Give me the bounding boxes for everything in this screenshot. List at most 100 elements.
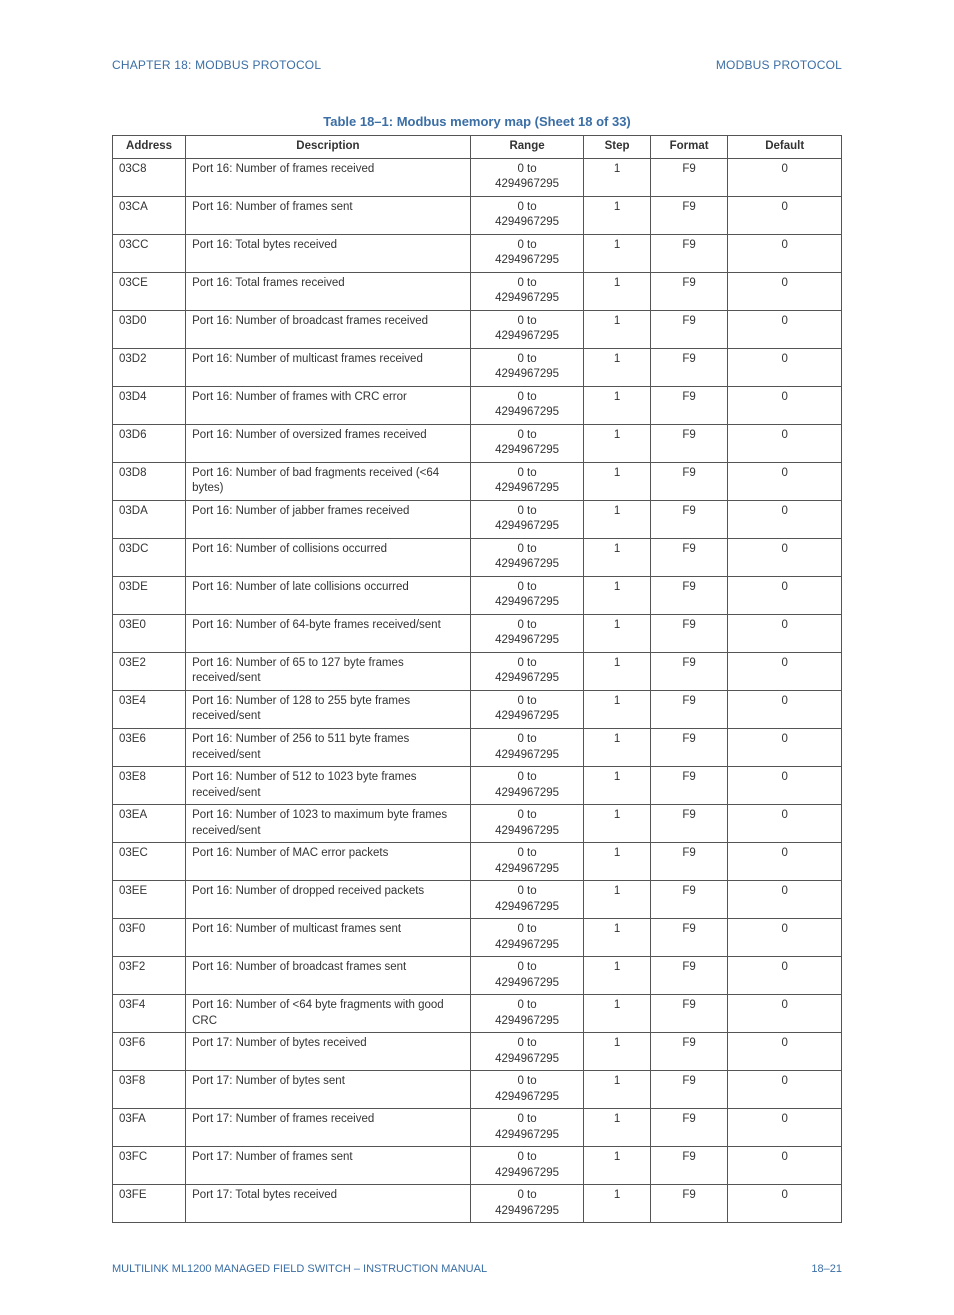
cell-step: 1 <box>584 614 650 652</box>
cell-range: 0 to4294967295 <box>470 919 584 957</box>
cell-default: 0 <box>728 1109 842 1147</box>
cell-format: F9 <box>650 348 728 386</box>
cell-step: 1 <box>584 1033 650 1071</box>
table-row: 03F0Port 16: Number of multicast frames … <box>113 919 842 957</box>
cell-description: Port 16: Number of multicast frames rece… <box>186 348 471 386</box>
cell-step: 1 <box>584 843 650 881</box>
col-range: Range <box>470 136 584 159</box>
cell-range: 0 to4294967295 <box>470 881 584 919</box>
cell-format: F9 <box>650 424 728 462</box>
cell-range: 0 to4294967295 <box>470 690 584 728</box>
table-row: 03F2Port 16: Number of broadcast frames … <box>113 957 842 995</box>
cell-description: Port 16: Number of multicast frames sent <box>186 919 471 957</box>
table-row: 03CEPort 16: Total frames received0 to42… <box>113 272 842 310</box>
cell-range: 0 to4294967295 <box>470 1109 584 1147</box>
cell-description: Port 16: Total frames received <box>186 272 471 310</box>
table-header-row: Address Description Range Step Format De… <box>113 136 842 159</box>
cell-default: 0 <box>728 462 842 500</box>
cell-format: F9 <box>650 652 728 690</box>
cell-default: 0 <box>728 652 842 690</box>
cell-step: 1 <box>584 310 650 348</box>
col-format: Format <box>650 136 728 159</box>
cell-address: 03EA <box>113 805 186 843</box>
cell-address: 03F4 <box>113 995 186 1033</box>
cell-step: 1 <box>584 957 650 995</box>
cell-step: 1 <box>584 462 650 500</box>
cell-default: 0 <box>728 158 842 196</box>
cell-address: 03EC <box>113 843 186 881</box>
cell-description: Port 16: Number of 256 to 511 byte frame… <box>186 728 471 766</box>
cell-step: 1 <box>584 576 650 614</box>
header-right: MODBUS PROTOCOL <box>716 58 842 72</box>
cell-address: 03F0 <box>113 919 186 957</box>
cell-range: 0 to4294967295 <box>470 614 584 652</box>
header-left: CHAPTER 18: MODBUS PROTOCOL <box>112 58 321 72</box>
cell-range: 0 to4294967295 <box>470 310 584 348</box>
cell-format: F9 <box>650 767 728 805</box>
cell-format: F9 <box>650 919 728 957</box>
cell-description: Port 17: Number of bytes received <box>186 1033 471 1071</box>
cell-format: F9 <box>650 1071 728 1109</box>
cell-description: Port 16: Number of frames received <box>186 158 471 196</box>
cell-default: 0 <box>728 386 842 424</box>
cell-default: 0 <box>728 1185 842 1223</box>
cell-range: 0 to4294967295 <box>470 728 584 766</box>
table-row: 03D6Port 16: Number of oversized frames … <box>113 424 842 462</box>
cell-range: 0 to4294967295 <box>470 424 584 462</box>
cell-default: 0 <box>728 1071 842 1109</box>
document-page: CHAPTER 18: MODBUS PROTOCOL MODBUS PROTO… <box>0 0 954 1315</box>
cell-default: 0 <box>728 424 842 462</box>
cell-step: 1 <box>584 1071 650 1109</box>
cell-range: 0 to4294967295 <box>470 462 584 500</box>
cell-address: 03EE <box>113 881 186 919</box>
cell-description: Port 16: Number of oversized frames rece… <box>186 424 471 462</box>
cell-description: Port 16: Number of 512 to 1023 byte fram… <box>186 767 471 805</box>
cell-format: F9 <box>650 728 728 766</box>
cell-description: Port 17: Number of frames sent <box>186 1147 471 1185</box>
cell-range: 0 to4294967295 <box>470 576 584 614</box>
cell-step: 1 <box>584 348 650 386</box>
cell-description: Port 16: Number of bad fragments receive… <box>186 462 471 500</box>
cell-format: F9 <box>650 272 728 310</box>
cell-address: 03F2 <box>113 957 186 995</box>
cell-format: F9 <box>650 614 728 652</box>
cell-address: 03D8 <box>113 462 186 500</box>
col-step: Step <box>584 136 650 159</box>
cell-description: Port 16: Number of <64 byte fragments wi… <box>186 995 471 1033</box>
cell-format: F9 <box>650 158 728 196</box>
cell-default: 0 <box>728 728 842 766</box>
table-title: Table 18–1: Modbus memory map (Sheet 18 … <box>112 114 842 129</box>
table-row: 03F6Port 17: Number of bytes received0 t… <box>113 1033 842 1071</box>
table-row: 03E8Port 16: Number of 512 to 1023 byte … <box>113 767 842 805</box>
cell-default: 0 <box>728 690 842 728</box>
cell-default: 0 <box>728 881 842 919</box>
cell-address: 03FA <box>113 1109 186 1147</box>
cell-range: 0 to4294967295 <box>470 957 584 995</box>
cell-range: 0 to4294967295 <box>470 158 584 196</box>
cell-format: F9 <box>650 843 728 881</box>
cell-range: 0 to4294967295 <box>470 1033 584 1071</box>
table-row: 03D2Port 16: Number of multicast frames … <box>113 348 842 386</box>
cell-format: F9 <box>650 690 728 728</box>
cell-range: 0 to4294967295 <box>470 1071 584 1109</box>
table-row: 03FAPort 17: Number of frames received0 … <box>113 1109 842 1147</box>
cell-address: 03FE <box>113 1185 186 1223</box>
cell-default: 0 <box>728 576 842 614</box>
cell-format: F9 <box>650 576 728 614</box>
cell-description: Port 16: Number of MAC error packets <box>186 843 471 881</box>
cell-range: 0 to4294967295 <box>470 1185 584 1223</box>
table-row: 03E2Port 16: Number of 65 to 127 byte fr… <box>113 652 842 690</box>
table-body: 03C8Port 16: Number of frames received0 … <box>113 158 842 1223</box>
cell-default: 0 <box>728 919 842 957</box>
cell-default: 0 <box>728 995 842 1033</box>
cell-range: 0 to4294967295 <box>470 196 584 234</box>
cell-default: 0 <box>728 957 842 995</box>
cell-format: F9 <box>650 1033 728 1071</box>
table-row: 03F8Port 17: Number of bytes sent0 to429… <box>113 1071 842 1109</box>
cell-format: F9 <box>650 462 728 500</box>
cell-format: F9 <box>650 995 728 1033</box>
cell-default: 0 <box>728 1147 842 1185</box>
col-default: Default <box>728 136 842 159</box>
page-header: CHAPTER 18: MODBUS PROTOCOL MODBUS PROTO… <box>112 58 842 72</box>
cell-description: Port 17: Number of frames received <box>186 1109 471 1147</box>
